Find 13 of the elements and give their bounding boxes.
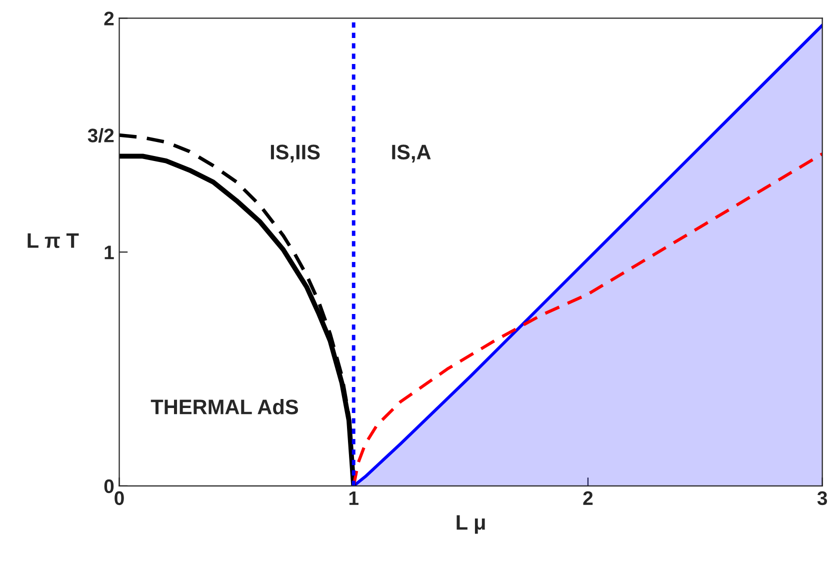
- x-tick-label: 2: [583, 491, 593, 505]
- x-axis-title: L μ: [456, 515, 485, 534]
- y-axis-title: L π T: [28, 233, 79, 248]
- annotation: IS,IIS: [270, 144, 320, 162]
- y-tick-label: 1: [104, 246, 114, 260]
- annotation: IS,A: [392, 144, 431, 162]
- y-tick-label: 0: [104, 479, 114, 494]
- x-tick-label: 3: [817, 491, 828, 506]
- y-tick-label: 3/2: [88, 128, 114, 143]
- annotation: THERMAL AdS: [150, 399, 298, 414]
- x-tick-label: 0: [114, 491, 124, 506]
- x-tick-label: 1: [349, 492, 358, 505]
- y-tick-label: 2: [104, 12, 114, 26]
